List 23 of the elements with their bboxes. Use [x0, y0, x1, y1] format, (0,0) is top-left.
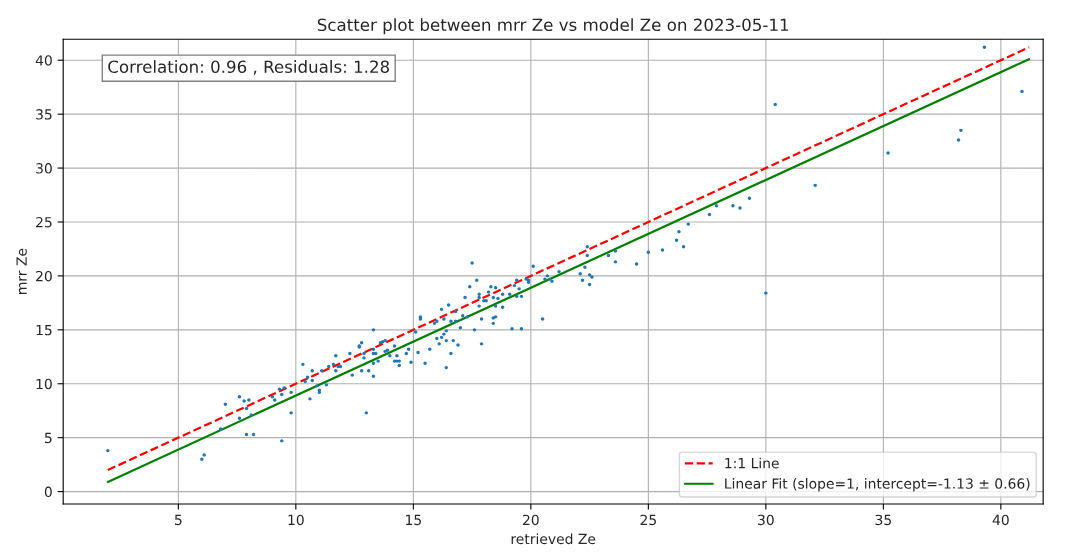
y-tick-label: 5	[45, 432, 52, 444]
x-tick-label: 30	[758, 514, 774, 526]
x-tick-label: 5	[174, 514, 182, 526]
y-tick-label: 30	[36, 163, 52, 174]
y-tick-label: 0	[44, 486, 52, 498]
y-tick-label: 15	[36, 324, 52, 336]
x-tick-label: 15	[406, 514, 421, 526]
y-tick-label: 40	[35, 55, 52, 66]
x-tick-label: 35	[875, 514, 891, 526]
chart-title: Scatter plot between mrr Ze vs model Ze on 2023-05-11	[317, 18, 789, 35]
annotation: Correlation: 0.96 , Residuals: 1.28	[108, 60, 390, 75]
y-tick-label: 35	[36, 109, 52, 120]
y-tick-label: 10	[36, 378, 52, 390]
y-tick-label: 25	[36, 216, 52, 228]
y-tick-label: 20	[36, 270, 52, 282]
x-tick-label: 10	[288, 514, 304, 526]
legend-label: 1:1 Line	[725, 457, 779, 469]
x-tick-label: 40	[992, 514, 1009, 526]
legend-label: Linear Fit (slope=1, intercept=-1.13 ± 0.66)	[725, 478, 1030, 492]
x-tick-label: 25	[640, 514, 656, 526]
y-axis-title: mrr Ze	[16, 248, 27, 294]
x-axis-title: retrieved Ze	[511, 533, 596, 545]
x-tick-label: 20	[523, 514, 539, 526]
